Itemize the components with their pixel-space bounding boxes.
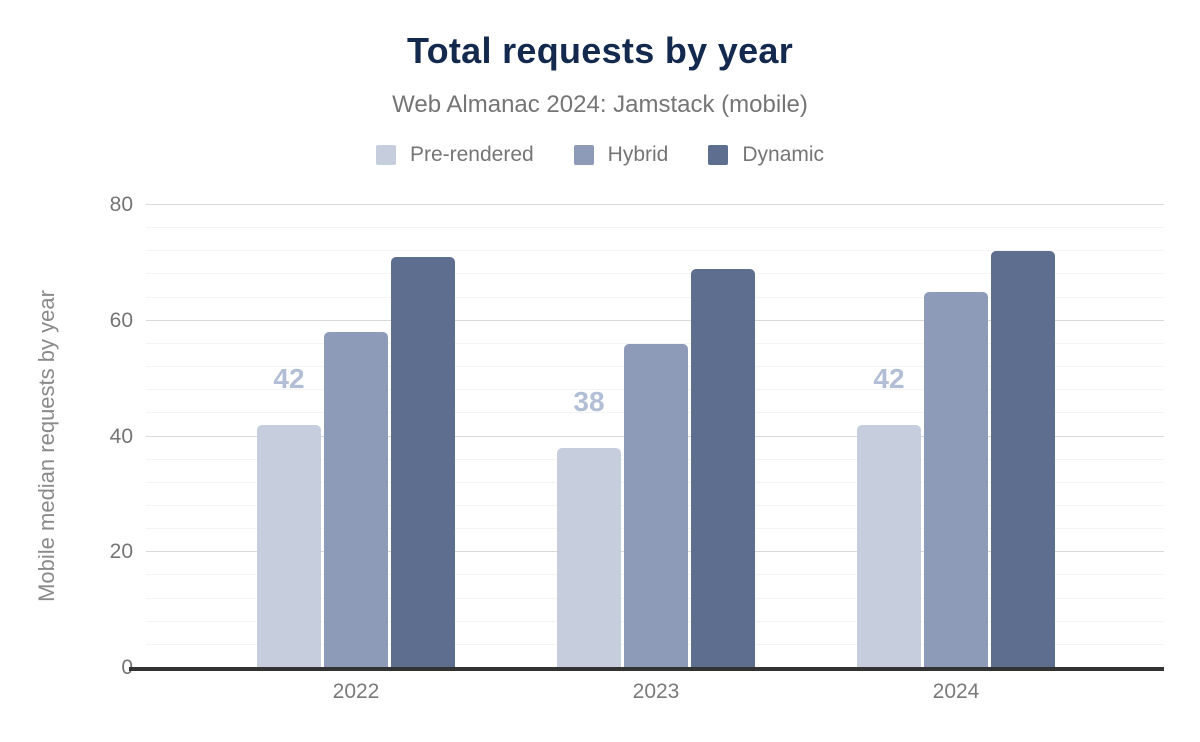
bar-value-label: 42 <box>873 362 905 394</box>
chart-subtitle: Web Almanac 2024: Jamstack (mobile) <box>392 91 808 118</box>
plot-area: 0 20 40 60 80 42 2022 38 2023 42 2024 <box>110 193 1164 703</box>
legend-item-pre-rendered: Pre-rendered <box>375 143 534 167</box>
minor-gridline <box>146 296 1164 298</box>
bar-group-2023: 38 <box>557 268 755 668</box>
x-tick-label-2022: 2022 <box>332 680 380 703</box>
bar-pre-rendered-2022: 42 <box>257 364 321 668</box>
y-tick-label: 20 <box>109 540 133 564</box>
bar-dynamic-2024 <box>991 251 1055 668</box>
chart-title: Total requests by year <box>406 30 794 71</box>
bar-dynamic-2022 <box>391 257 455 668</box>
minor-gridline <box>146 273 1164 275</box>
minor-gridline <box>146 250 1164 252</box>
bar-group-2024: 42 <box>857 251 1055 668</box>
legend-swatch-icon <box>573 145 594 165</box>
minor-gridline <box>146 342 1164 344</box>
legend-item-hybrid: Hybrid <box>573 143 669 167</box>
bar-value-label: 42 <box>273 362 305 394</box>
y-tick-label: 80 <box>109 193 133 216</box>
legend: Pre-rendered Hybrid Dynamic <box>0 143 1200 167</box>
x-tick-label-2023: 2023 <box>632 680 680 703</box>
legend-swatch-icon <box>375 145 396 165</box>
legend-swatch-icon <box>708 145 729 165</box>
legend-label: Dynamic <box>742 143 825 166</box>
bar-hybrid-2023 <box>624 343 688 668</box>
bar-hybrid-2024 <box>924 291 988 668</box>
bar-value-label: 38 <box>573 386 605 418</box>
legend-label: Pre-rendered <box>409 143 534 166</box>
y-tick-label: 40 <box>109 424 133 448</box>
y-tick-label: 60 <box>109 308 133 332</box>
bar-pre-rendered-2024: 42 <box>857 364 921 668</box>
legend-label: Hybrid <box>607 143 669 166</box>
bar-hybrid-2022 <box>324 332 388 668</box>
bar-group-2022: 42 <box>257 257 455 668</box>
x-axis-line <box>129 667 1164 671</box>
legend-item-dynamic: Dynamic <box>708 143 824 167</box>
bar-dynamic-2023 <box>691 268 755 668</box>
major-gridline <box>146 204 1164 205</box>
bar-pre-rendered-2023: 38 <box>557 388 621 668</box>
major-gridline <box>146 319 1164 321</box>
y-axis-title: Mobile median requests by year <box>34 290 59 602</box>
x-tick-label-2024: 2024 <box>932 680 980 703</box>
y-tick-label: 0 <box>121 656 133 679</box>
minor-gridline <box>146 227 1164 229</box>
